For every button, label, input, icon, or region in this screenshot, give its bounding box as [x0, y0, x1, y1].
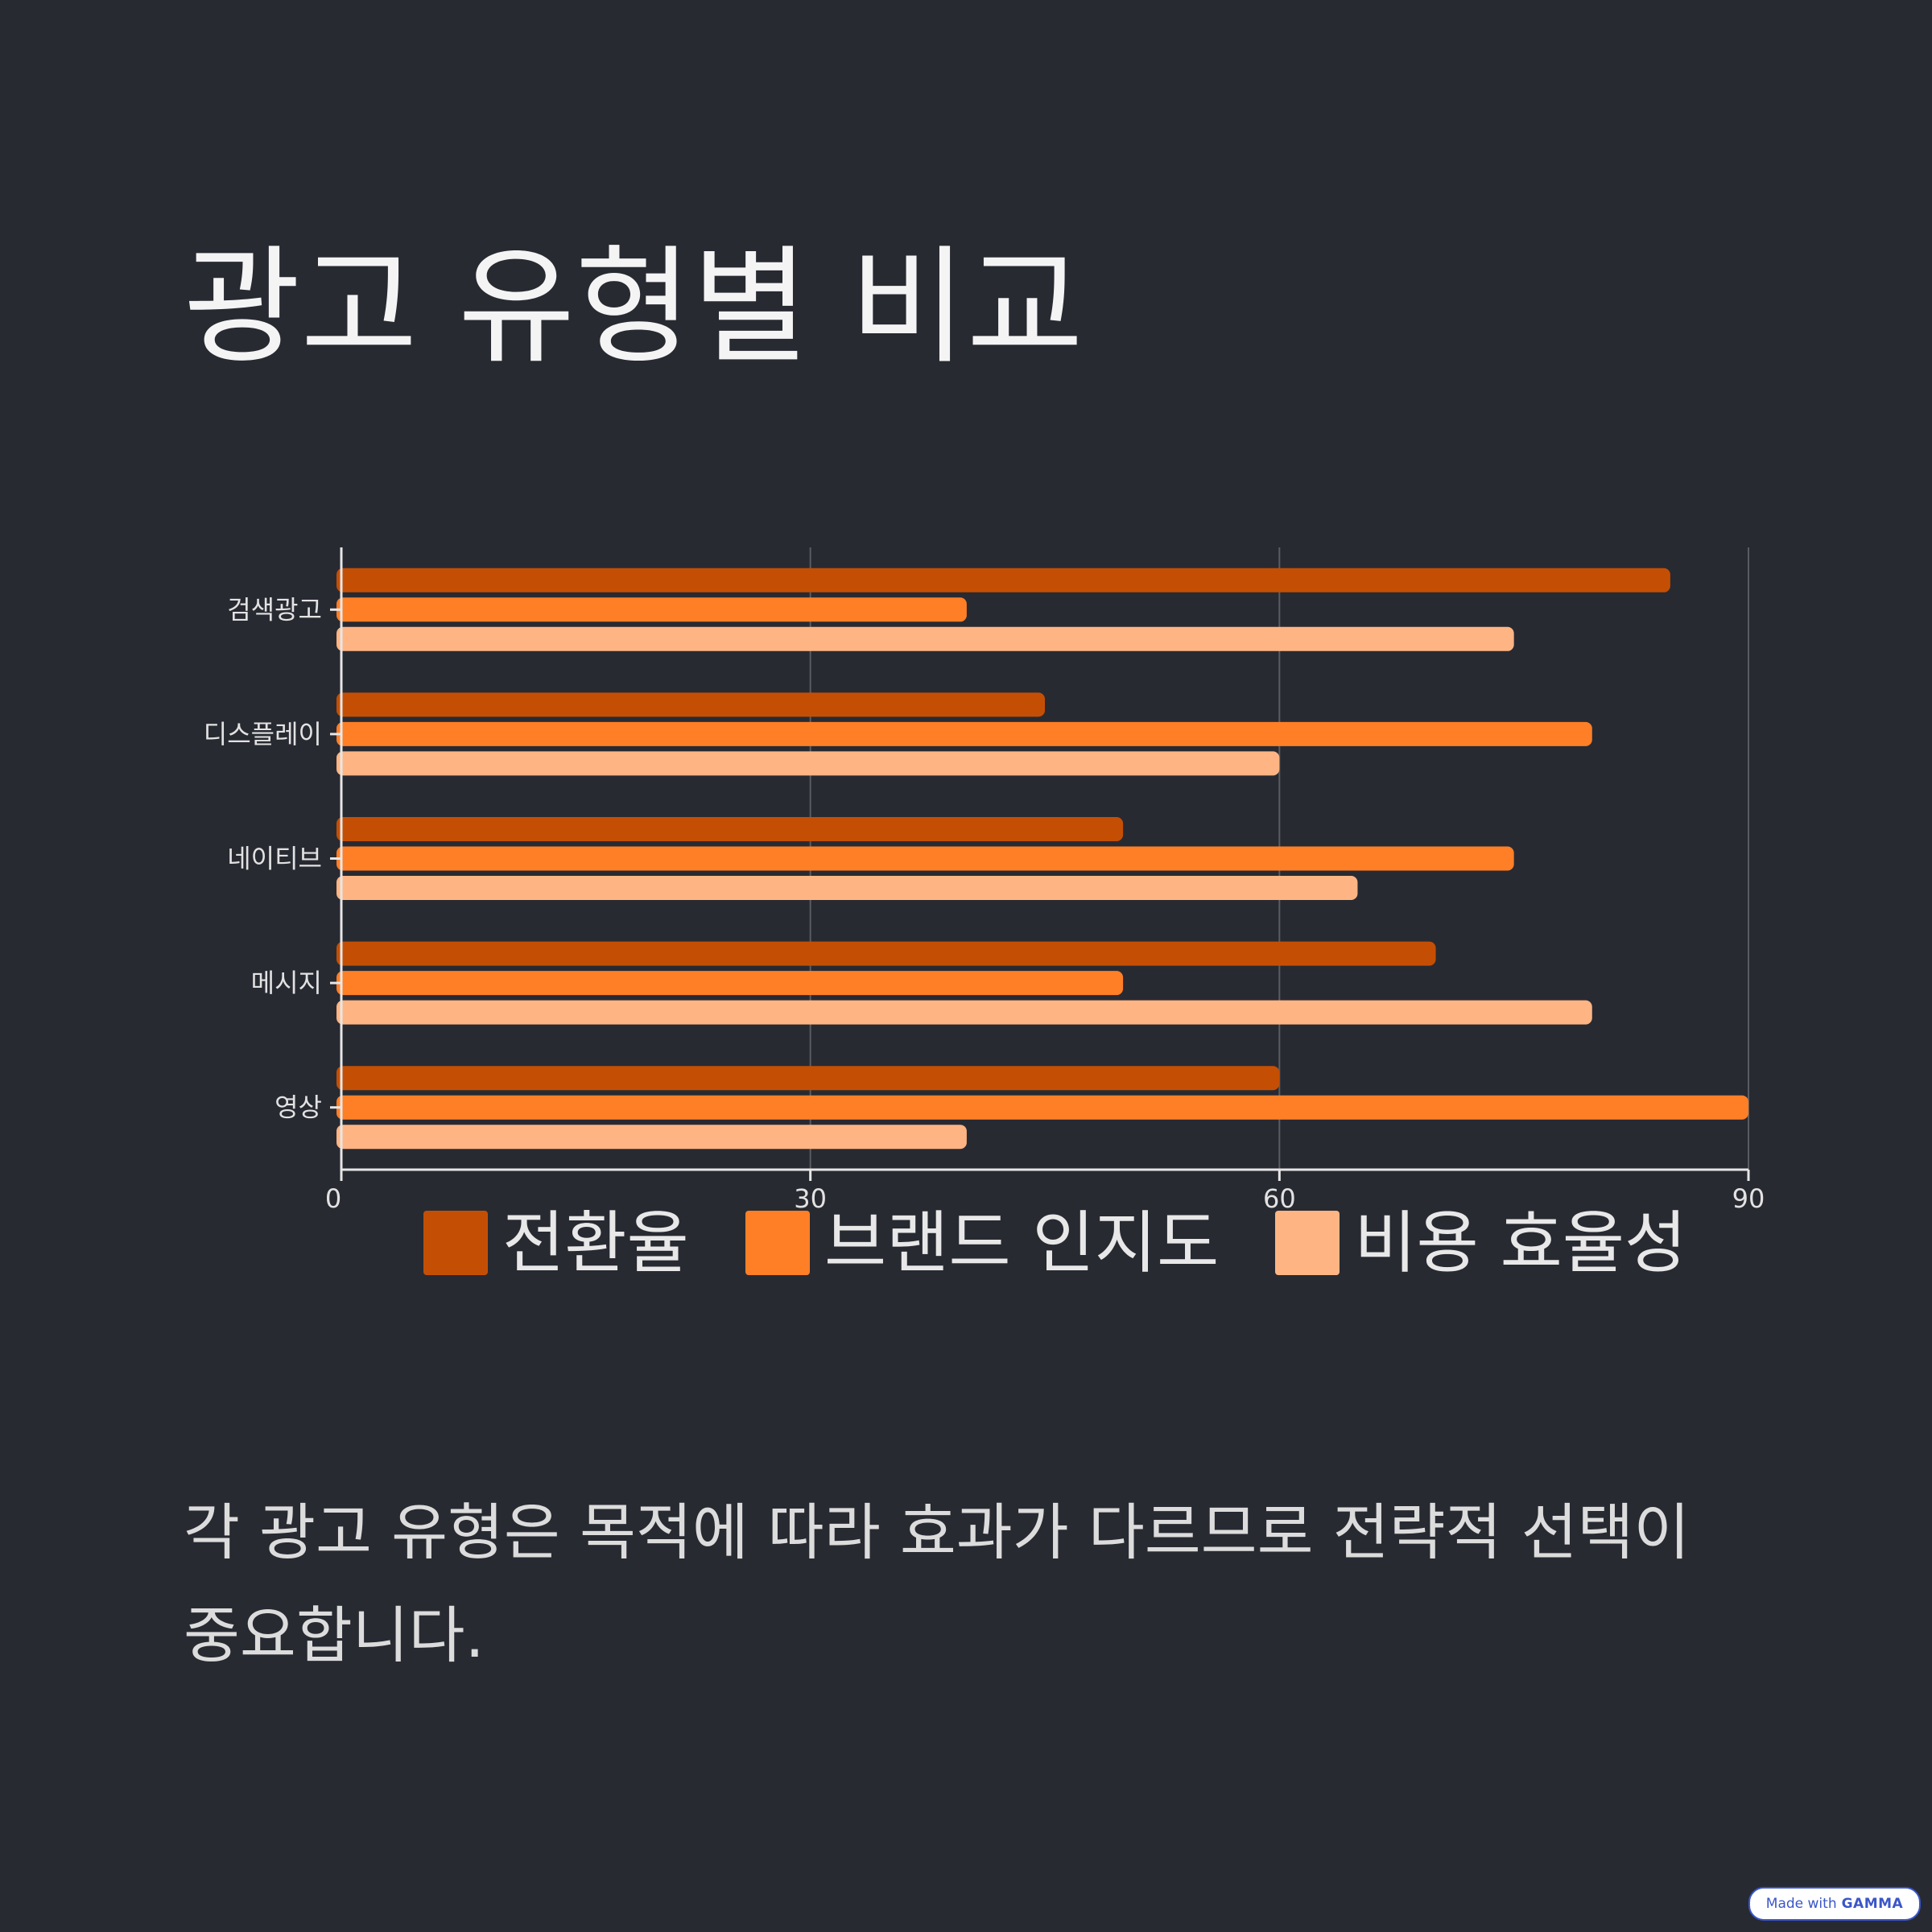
- x-tick-label: 0: [325, 1183, 341, 1214]
- bar: [336, 1000, 1592, 1025]
- y-tick-label: 검색광고: [227, 594, 322, 625]
- legend-swatch: [745, 1211, 810, 1275]
- legend-label: 비용 효율성: [1354, 1203, 1687, 1282]
- legend-swatch: [423, 1211, 488, 1275]
- badge-prefix: Made with: [1765, 1896, 1837, 1912]
- bar: [336, 876, 1358, 900]
- chart-legend: 전환율 브랜드 인지도 비용 효율성: [423, 1209, 1743, 1277]
- gamma-logo: GAMMA: [1841, 1896, 1904, 1912]
- y-tick-label: 영상: [275, 1092, 322, 1123]
- bar: [336, 721, 1592, 746]
- bar: [336, 751, 1280, 776]
- y-tick-label: 디스플레이: [204, 719, 322, 749]
- bar: [336, 692, 1045, 717]
- bar: [336, 1095, 1748, 1120]
- bar: [336, 971, 1124, 996]
- caption-text: 각 광고 유형은 목적에 따라 효과가 다르므로 전략적 선택이 중요합니다.: [184, 1496, 1690, 1671]
- bar: [336, 626, 1514, 651]
- legend-item-conversion: 전환율: [423, 1209, 689, 1277]
- legend-label: 전환율: [502, 1203, 689, 1282]
- bar: [336, 846, 1514, 871]
- bar: [336, 1066, 1280, 1091]
- legend-label: 브랜드 인지도: [824, 1203, 1220, 1282]
- bar: [336, 1125, 967, 1150]
- bar: [336, 941, 1436, 966]
- page-title: 광고 유형별 비교: [184, 233, 1084, 382]
- made-with-gamma-badge[interactable]: Made with GAMMA: [1748, 1887, 1921, 1921]
- y-tick-label: 네이티브: [227, 844, 322, 874]
- x-tick-label: 60: [1263, 1183, 1296, 1214]
- legend-swatch: [1275, 1211, 1340, 1275]
- bar: [336, 597, 967, 622]
- legend-item-brand-awareness: 브랜드 인지도: [745, 1209, 1219, 1277]
- x-tick-label: 30: [794, 1183, 827, 1214]
- x-tick-label: 90: [1732, 1183, 1765, 1214]
- bar: [336, 817, 1124, 841]
- y-tick-label: 메시지: [251, 968, 322, 998]
- bar: [336, 568, 1670, 592]
- legend-item-cost-efficiency: 비용 효율성: [1275, 1209, 1686, 1277]
